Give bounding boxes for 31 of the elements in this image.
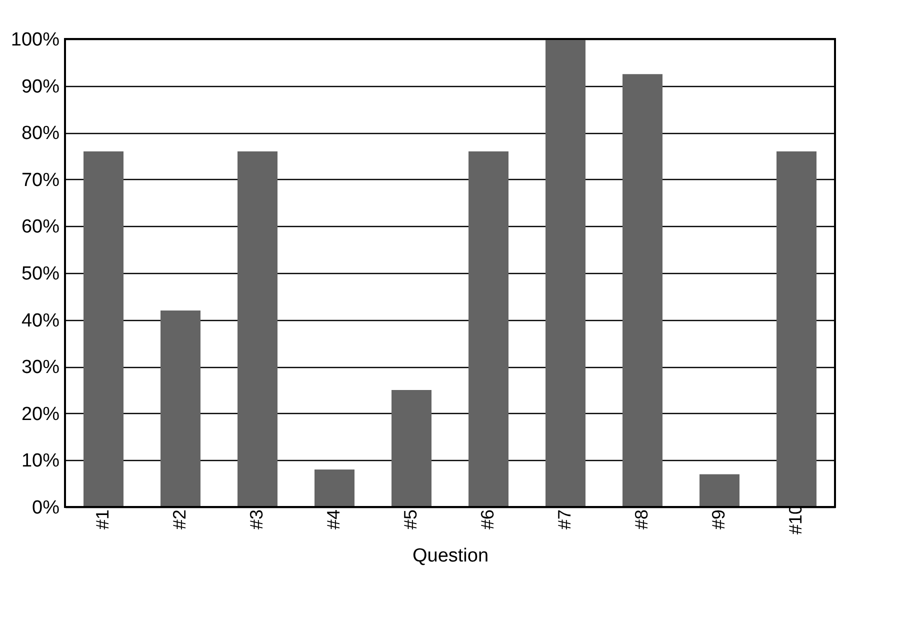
y-tick-label: 0%: [32, 498, 60, 518]
x-tick-label: #3: [246, 509, 266, 530]
y-tick-label: 40%: [21, 310, 60, 332]
x-tick-label: #4: [324, 509, 344, 530]
bar: [392, 390, 432, 507]
x-tick-label: #8: [632, 509, 652, 530]
y-tick-label: 10%: [21, 450, 60, 472]
x-tick-label: #2: [170, 509, 190, 530]
bar: [468, 151, 508, 507]
bar: [776, 151, 816, 507]
y-tick-label: 80%: [21, 123, 60, 144]
y-tick-label: 60%: [21, 216, 60, 238]
y-tick-label: 20%: [21, 404, 60, 425]
bar: [314, 470, 354, 507]
bar: [622, 74, 662, 507]
bar: [700, 474, 740, 507]
x-tick-label: #5: [400, 509, 420, 530]
y-tick-label: 50%: [21, 264, 60, 284]
x-tick-label: #7: [554, 509, 574, 530]
y-tick-label: 70%: [21, 170, 60, 191]
bar: [160, 310, 200, 507]
bar: [546, 39, 586, 507]
bar: [238, 151, 278, 507]
y-tick-label: 100%: [10, 30, 60, 50]
x-tick-label: #1: [92, 509, 112, 530]
x-tick-label: #6: [478, 509, 498, 530]
x-tick-label: #9: [708, 509, 728, 530]
y-tick-label: 30%: [21, 357, 60, 378]
x-axis-title: Question: [412, 546, 489, 567]
bar: [84, 151, 124, 507]
y-tick-label: 90%: [21, 76, 60, 98]
